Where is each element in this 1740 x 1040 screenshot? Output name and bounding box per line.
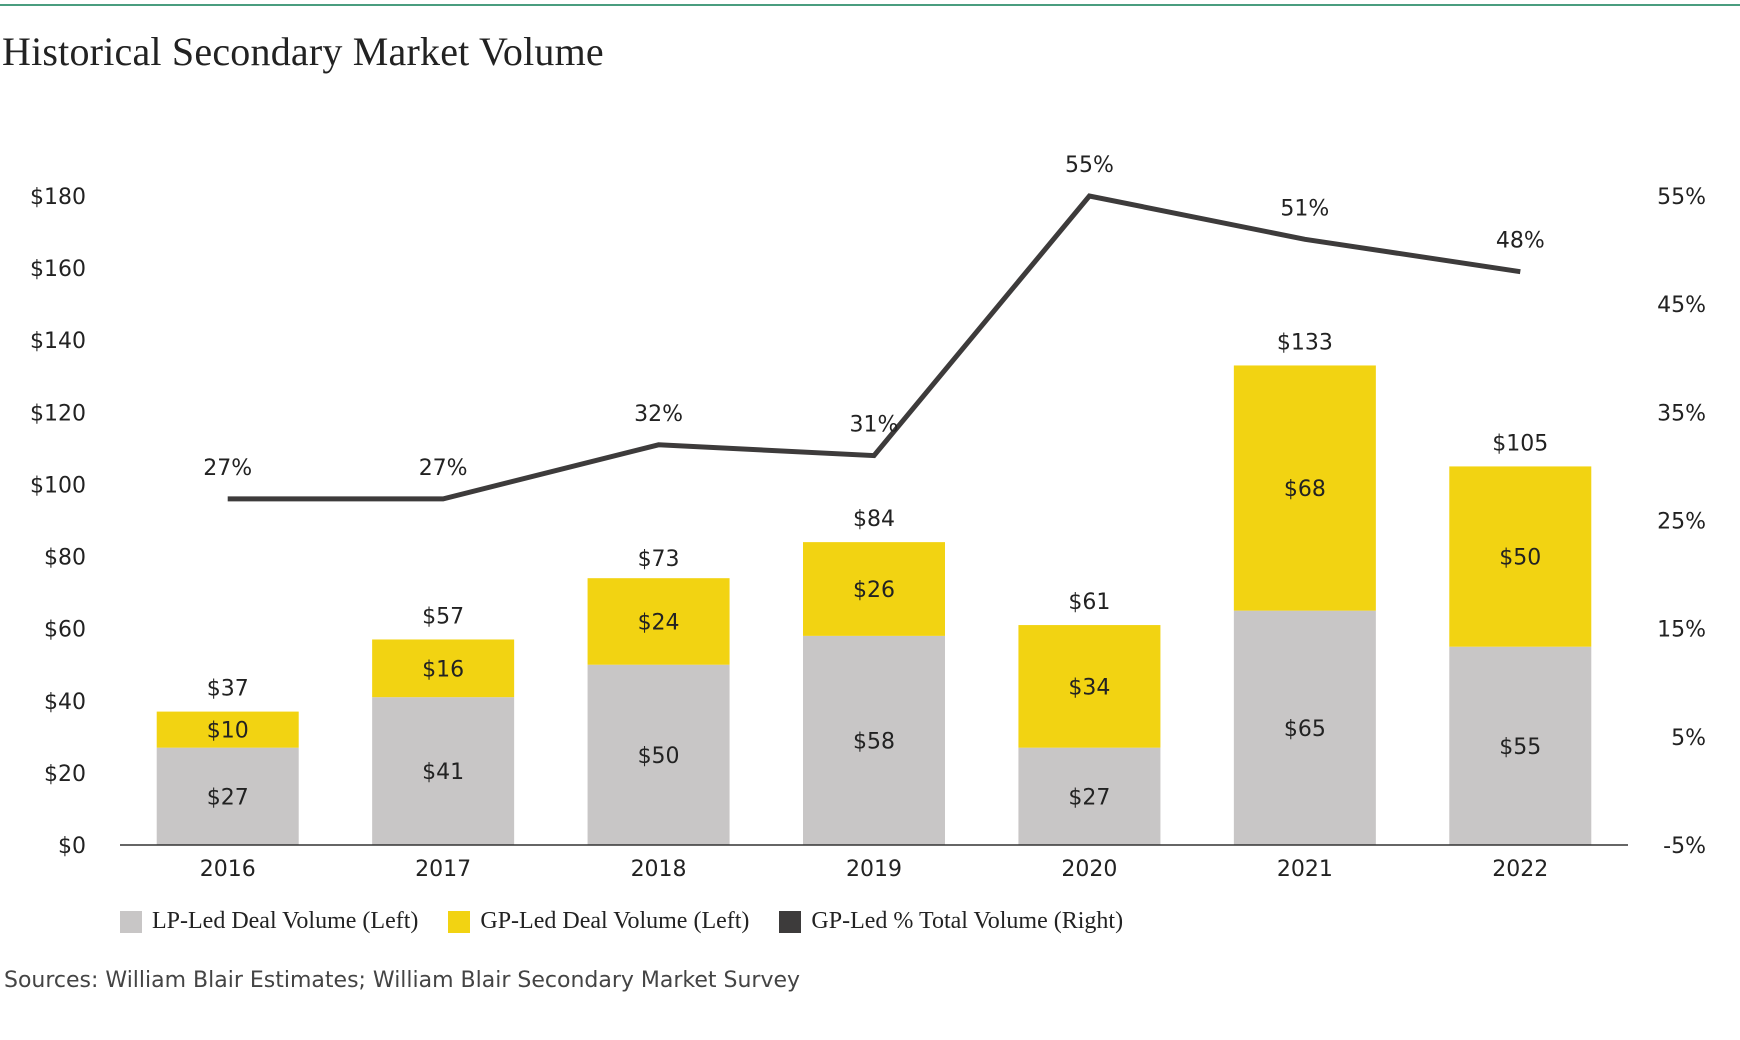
source-note: Sources: William Blair Estimates; Willia… — [4, 968, 801, 993]
bar-lp-led — [587, 664, 730, 845]
legend-swatch-lp — [120, 910, 142, 933]
bar-gp-led — [1233, 365, 1376, 611]
bar-total-label: $84 — [853, 507, 895, 532]
bar-total-label: $57 — [422, 604, 464, 629]
left-axis-tick-label: $60 — [44, 618, 86, 643]
bar-gp-led — [587, 578, 730, 665]
bar-lp-led — [156, 747, 299, 845]
legend-swatch-gp — [448, 910, 471, 933]
bar-gp-led — [156, 711, 299, 748]
bar-label-lp-led: $58 — [853, 729, 895, 754]
bar-label-gp-led: $68 — [1284, 477, 1326, 502]
left-axis-tick-label: $20 — [44, 762, 86, 787]
line-point-label: 55% — [1065, 153, 1114, 178]
bar-total-label: $133 — [1277, 330, 1333, 355]
legend: LP-Led Deal Volume (Left) GP-Led Deal Vo… — [120, 908, 1153, 935]
bar-total-label: $73 — [638, 547, 680, 572]
line-point-label: 51% — [1280, 196, 1329, 221]
line-point-label: 32% — [634, 402, 683, 427]
left-axis-tick-label: $160 — [30, 257, 86, 282]
bar-gp-led — [372, 639, 515, 698]
bar-label-lp-led: $27 — [207, 785, 249, 810]
line-point-label: 27% — [203, 456, 252, 481]
bar-label-lp-led: $41 — [422, 760, 464, 785]
line-point-label: 27% — [419, 456, 468, 481]
bar-label-lp-led: $27 — [1068, 785, 1110, 810]
bar-label-gp-led: $26 — [853, 578, 895, 603]
left-axis-tick-label: $140 — [30, 329, 86, 354]
x-axis-tick-label: 2019 — [846, 857, 902, 882]
right-axis-tick-label: 25% — [1657, 510, 1706, 535]
legend-item-gp: GP-Led Deal Volume (Left) — [448, 908, 749, 935]
bar-gp-led — [1449, 466, 1592, 647]
bar-lp-led — [1449, 646, 1592, 845]
right-axis-tick-label: -5% — [1663, 834, 1706, 859]
bar-gp-led — [803, 542, 945, 636]
left-axis-tick-label: $180 — [30, 185, 86, 210]
bar-label-gp-led: $16 — [422, 657, 464, 682]
right-axis-tick-label: 15% — [1657, 618, 1706, 643]
legend-item-pct: GP-Led % Total Volume (Right) — [779, 908, 1123, 935]
bar-label-gp-led: $24 — [638, 610, 680, 635]
left-axis-tick-label: $120 — [30, 401, 86, 426]
right-axis-tick-label: 55% — [1657, 185, 1706, 210]
x-axis-tick-label: 2016 — [200, 857, 256, 882]
legend-label-pct: GP-Led % Total Volume (Right) — [811, 908, 1124, 934]
x-axis-tick-label: 2021 — [1277, 857, 1333, 882]
bar-lp-led — [372, 697, 515, 845]
bar-label-lp-led: $55 — [1499, 735, 1541, 760]
bar-label-gp-led: $50 — [1499, 546, 1541, 571]
bar-total-label: $37 — [207, 677, 249, 702]
bar-total-label: $61 — [1068, 590, 1110, 615]
x-axis-tick-label: 2020 — [1061, 857, 1117, 882]
bar-lp-led — [1018, 747, 1161, 845]
top-rule — [0, 4, 1740, 6]
x-axis-tick-label: 2018 — [631, 857, 687, 882]
bar-lp-led — [1233, 610, 1376, 845]
left-axis-tick-label: $40 — [44, 690, 86, 715]
left-axis-tick-label: $0 — [58, 834, 86, 859]
x-axis-tick-label: 2022 — [1492, 857, 1548, 882]
legend-item-lp: LP-Led Deal Volume (Left) — [120, 908, 418, 935]
right-axis-tick-label: 35% — [1657, 401, 1706, 426]
left-axis-tick-label: $80 — [44, 546, 86, 571]
bar-lp-led — [803, 635, 945, 845]
chart: $0 $20 $40 $60 $80 $100 $120 $140 $160 $180 -5% 5% 1… — [30, 153, 1706, 882]
line-gp-led-pct — [227, 193, 1521, 502]
line-point-label: 48% — [1496, 229, 1545, 254]
legend-label-lp: LP-Led Deal Volume (Left) — [152, 908, 419, 934]
line-point-label: 31% — [850, 413, 899, 438]
right-axis-tick-label: 45% — [1657, 293, 1706, 318]
right-axis-tick-label: 5% — [1671, 726, 1706, 751]
left-axis-tick-label: $100 — [30, 473, 86, 498]
bar-label-lp-led: $65 — [1284, 717, 1326, 742]
bar-label-gp-led: $10 — [207, 719, 249, 744]
bar-gp-led — [1018, 625, 1161, 748]
x-axis-tick-label: 2017 — [415, 857, 471, 882]
bar-label-gp-led: $34 — [1068, 675, 1110, 700]
chart-title: Historical Secondary Market Volume — [2, 29, 604, 74]
legend-label-gp: GP-Led Deal Volume (Left) — [480, 908, 750, 934]
legend-swatch-pct — [779, 910, 802, 933]
bar-label-lp-led: $50 — [638, 744, 680, 769]
bar-total-label: $105 — [1492, 431, 1548, 456]
